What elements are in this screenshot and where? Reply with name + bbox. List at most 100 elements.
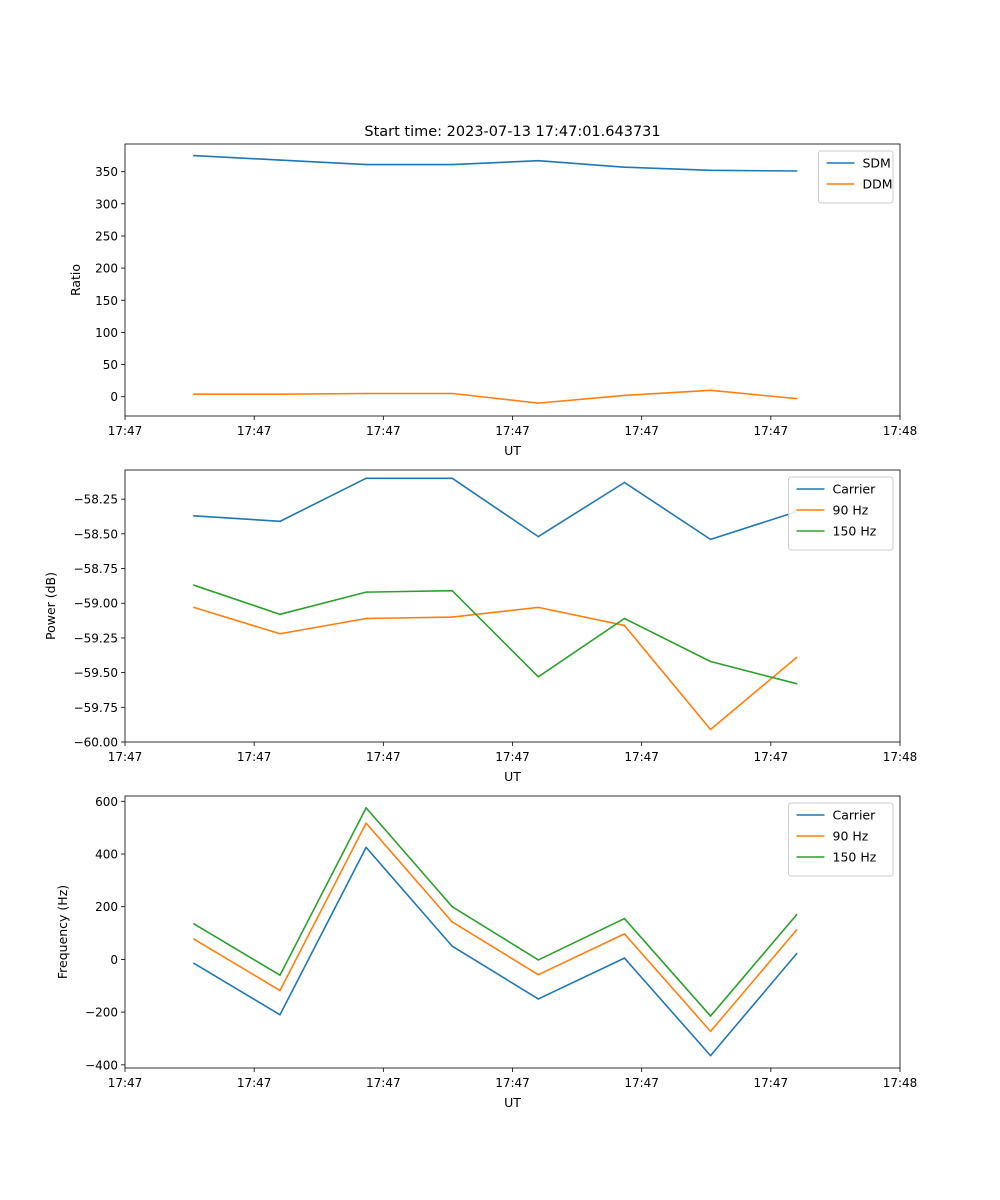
x-tick-label: 17:47 [754, 424, 789, 438]
y-tick-label: −400 [85, 1058, 118, 1072]
data-point-sdm [451, 163, 454, 166]
legend-label: 90 Hz [833, 829, 869, 844]
data-point-carrier [279, 1013, 281, 1016]
data-point-150-hz [623, 617, 626, 620]
series-line-90-hz [193, 822, 798, 1033]
x-tick-label: 17:47 [366, 424, 401, 438]
data-point-ddm [451, 392, 454, 395]
data-point-150-hz [365, 591, 367, 593]
data-point-90-hz [795, 929, 798, 931]
x-axis-label: UT [504, 1095, 521, 1110]
series-line-carrier [193, 477, 797, 541]
y-tick-label: −200 [85, 1006, 118, 1020]
y-tick-label: −59.75 [74, 701, 118, 715]
data-point-90-hz [709, 1030, 712, 1033]
data-point-sdm [193, 154, 195, 157]
data-point-90-hz [537, 606, 540, 609]
data-point-carrier [709, 1054, 712, 1057]
data-point-90-hz [451, 616, 454, 618]
data-point-sdm [279, 159, 281, 161]
data-point-carrier [451, 477, 454, 480]
y-tick-label: −59.50 [74, 666, 118, 680]
legend-box [818, 150, 894, 204]
y-axis-label: Power (dB) [43, 572, 58, 640]
y-tick-label: 50 [103, 358, 118, 372]
legend-label: 150 Hz [833, 524, 877, 539]
data-point-150-hz [279, 613, 281, 616]
x-tick-label: 17:47 [624, 750, 659, 764]
y-tick-label: −59.00 [74, 597, 118, 611]
data-point-carrier [623, 957, 626, 959]
legend: Carrier 90 Hz 150 Hz [788, 802, 894, 877]
frequency-panel: 17:47 17:47 17:47 17:47 17:47 17:47 17:48 −400 −… [55, 795, 917, 1110]
x-tick-label: 17:47 [108, 750, 143, 764]
data-point-150-hz [709, 1015, 712, 1017]
x-tick-label: 17:47 [237, 424, 272, 438]
legend-label: Carrier [833, 808, 877, 823]
data-point-150-hz [279, 974, 281, 977]
data-point-carrier [365, 846, 367, 849]
series-line-90-hz [193, 606, 798, 731]
data-point-150-hz [623, 917, 626, 920]
data-point-carrier [279, 520, 281, 523]
x-axis-label: UT [504, 443, 521, 458]
data-point-150-hz [537, 675, 540, 678]
x-axis-label: UT [504, 769, 521, 784]
series-line-sdm [193, 154, 797, 172]
data-point-sdm [795, 170, 798, 172]
data-point-90-hz [623, 933, 626, 935]
x-tick-label: 17:47 [237, 1076, 272, 1090]
data-point-carrier [193, 962, 195, 965]
data-point-carrier [365, 477, 367, 480]
y-tick-label: −59.25 [74, 631, 118, 645]
data-point-150-hz [193, 923, 195, 925]
data-point-carrier [193, 514, 195, 517]
y-tick-label: −58.75 [74, 562, 118, 576]
x-tick-label: 17:47 [108, 1076, 143, 1090]
x-tick-label: 17:47 [237, 750, 272, 764]
legend-label: Carrier [833, 482, 877, 497]
series-line-carrier [193, 846, 798, 1057]
series-line-150-hz [193, 584, 797, 685]
data-point-ddm [193, 393, 195, 395]
data-point-90-hz [709, 728, 712, 731]
x-tick-label: 17:47 [754, 750, 789, 764]
y-axis-label: Frequency (Hz) [55, 885, 70, 979]
data-point-ddm [537, 402, 540, 404]
x-tick-label: 17:47 [754, 1076, 789, 1090]
data-point-90-hz [795, 656, 798, 659]
data-point-150-hz [795, 682, 798, 685]
y-tick-label: −60.00 [74, 736, 118, 750]
x-tick-label: 17:47 [495, 750, 530, 764]
axes-frame [124, 469, 901, 743]
data-point-90-hz [365, 822, 367, 824]
legend-label: 90 Hz [833, 503, 869, 518]
data-point-carrier [623, 481, 626, 484]
x-tick-label: 17:47 [624, 424, 659, 438]
data-point-sdm [537, 159, 540, 162]
legend-label: DDM [863, 177, 893, 192]
x-tick-label: 17:47 [495, 1076, 530, 1090]
data-point-ddm [795, 397, 798, 400]
legend-label: 150 Hz [833, 850, 877, 865]
data-point-150-hz [365, 807, 367, 809]
y-tick-label: 0 [110, 953, 118, 967]
y-tick-label: −58.50 [74, 527, 118, 541]
data-point-150-hz [537, 959, 540, 961]
series-line-150-hz [193, 807, 798, 1017]
y-tick-label: 250 [95, 229, 118, 243]
y-tick-label: 200 [95, 262, 118, 276]
power-panel: 17:47 17:47 17:47 17:47 17:47 17:47 17:48 −60.0… [43, 469, 917, 784]
x-tick-label: 17:48 [883, 424, 918, 438]
data-point-sdm [365, 163, 367, 166]
data-point-90-hz [193, 938, 195, 940]
x-tick-label: 17:47 [366, 750, 401, 764]
chart-title: Start time: 2023-07-13 17:47:01.643731 [364, 124, 660, 140]
x-tick-label: 17:47 [495, 424, 530, 438]
y-tick-label: 150 [95, 294, 118, 308]
data-point-ddm [709, 389, 712, 392]
y-tick-label: 200 [95, 900, 118, 914]
y-tick-label: 100 [95, 326, 118, 340]
data-point-150-hz [451, 589, 454, 592]
